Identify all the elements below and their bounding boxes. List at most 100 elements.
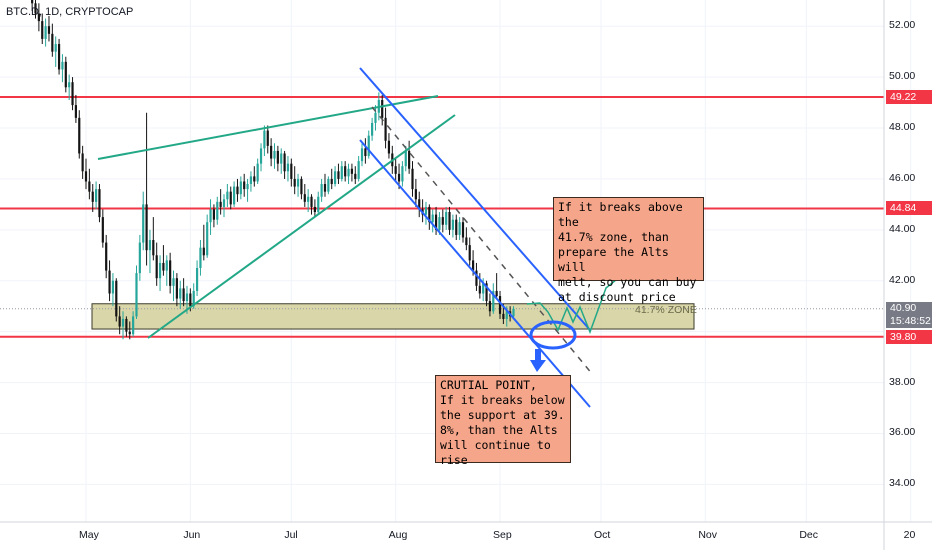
candle-body [101, 217, 104, 243]
note-breakout: If it breaks above the 41.7% zone, than … [553, 197, 704, 304]
candle-body [259, 148, 263, 164]
candle-body [148, 240, 152, 251]
note-crucial-point: CRUTIAL POINT, If it breaks below the su… [435, 375, 571, 467]
candle-body [108, 270, 111, 294]
candle-body [266, 130, 269, 146]
current-price-value: 40.90 [890, 301, 917, 314]
zone-41-7 [91, 303, 695, 330]
candle-body [202, 247, 205, 256]
candle-body [158, 262, 162, 279]
candle-body [169, 260, 172, 286]
channel-line-lower [359, 139, 591, 408]
x-tick-label: 20 [903, 529, 916, 541]
candle-body [488, 301, 492, 312]
candle-body [192, 290, 195, 307]
symbol-label[interactable]: BTC.D, 1D, CRYPTOCAP [6, 6, 134, 18]
price-tag-level: 39.80 [886, 329, 932, 344]
candle-body [280, 153, 283, 164]
candle-body [34, 3, 37, 14]
trend-line-lower [147, 114, 456, 339]
candle-body [91, 191, 94, 202]
candle-body [88, 181, 91, 192]
candle-body [303, 194, 306, 202]
candle-body [333, 171, 337, 185]
candle-body [397, 173, 401, 182]
candle-body [482, 283, 485, 294]
projection-path [526, 274, 623, 335]
x-tick-label: Nov [698, 529, 718, 541]
candle-body [179, 288, 182, 299]
candle-body [142, 204, 145, 243]
candle-body [471, 260, 475, 271]
zone-label: 41.7% ZONE [635, 303, 697, 316]
candle-body [229, 191, 232, 205]
candle-body [387, 140, 391, 154]
candle-body [115, 280, 118, 317]
candle-body [310, 196, 313, 207]
candle-body [367, 135, 370, 157]
candle-body [445, 212, 448, 225]
candle-body [458, 222, 461, 235]
candle-body [118, 316, 121, 327]
x-tick-label: Oct [593, 529, 611, 541]
candle-body [165, 260, 168, 271]
candle-body [175, 278, 178, 299]
candle-body [61, 61, 64, 70]
candle-body [233, 186, 236, 205]
y-tick-label: 44.00 [889, 222, 916, 235]
candle-body [434, 214, 438, 230]
y-tick-label: 42.00 [889, 273, 916, 286]
candle-body [307, 196, 310, 202]
candle-body [54, 44, 57, 52]
candle-body [313, 206, 316, 213]
candle-body [428, 206, 431, 223]
candle-body [293, 178, 296, 187]
candle-body [135, 273, 138, 317]
candles [31, 0, 515, 340]
candle-body [401, 166, 404, 182]
candle-body [270, 145, 273, 159]
candle-body [206, 222, 209, 256]
candle-body [31, 0, 34, 4]
candle-body [455, 219, 458, 235]
y-tick-label: 50.00 [889, 70, 916, 83]
candle-body [441, 217, 444, 225]
candle-body [495, 290, 498, 297]
price-tag-current: 40.90 15:48:52 [886, 301, 932, 328]
candle-body [111, 280, 115, 294]
candle-body [502, 313, 505, 319]
candle-body [320, 184, 323, 197]
candle-body [461, 222, 465, 238]
candle-body [249, 176, 253, 185]
channel-line-upper [359, 67, 591, 331]
candle-body [374, 112, 377, 123]
candle-body [51, 33, 54, 52]
candle-body [438, 217, 441, 230]
candle-body [84, 171, 88, 182]
candle-body [105, 242, 108, 271]
candle-body [347, 168, 350, 177]
candle-body [492, 290, 495, 312]
y-tick-label: 46.00 [889, 171, 916, 184]
candle-body [246, 184, 249, 190]
arrow-up-icon [530, 349, 546, 372]
y-tick-label: 34.00 [889, 477, 916, 490]
candle-body [404, 150, 407, 167]
drawings [97, 67, 623, 408]
candle-body [381, 100, 384, 118]
candle-body [222, 199, 226, 207]
candle-body [344, 166, 347, 177]
zone-rect [91, 303, 695, 330]
candle-body [243, 181, 246, 190]
candle-body [337, 171, 340, 179]
candle-body [364, 148, 367, 157]
candle-body [357, 161, 360, 179]
grid-lines [0, 0, 912, 522]
candle-body [195, 268, 199, 291]
candle-body [276, 150, 279, 164]
x-tick-label: Dec [799, 529, 818, 541]
candle-body [162, 262, 165, 271]
candle-body [505, 311, 508, 319]
